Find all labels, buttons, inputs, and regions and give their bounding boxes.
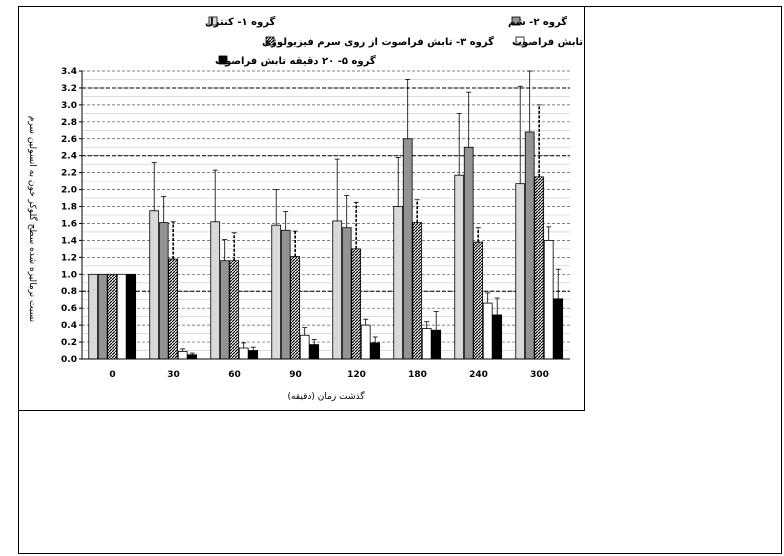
legend-label: گروه ۳- تابش فراصوت از روی سرم فیزیولوژی [262,35,494,48]
chart-container: 0.0 0.2 0.4 0.6 0.8 1.0 1.2 1.4 1.6 1.8 2.0 2.2 2.4 2… [19,7,585,411]
bar [219,260,230,360]
bar [341,227,352,360]
legend-label: گروه ٤- ١٠ دقیقه تابش فراصوت [512,35,585,48]
bar [88,273,99,360]
y-tick-label: 0.2 [61,338,77,348]
legend-swatch [208,16,218,26]
bar [290,256,301,360]
bar [126,273,137,360]
bar [421,328,432,360]
x-axis-title: گذشت زمان (دقیقه) [287,390,365,402]
x-tick-label: 90 [289,370,302,380]
x-tick-label: 180 [408,370,427,380]
bar [351,248,362,360]
bar [473,241,484,360]
x-tick-label: 0 [109,370,115,380]
y-tick-label: 2.4 [61,152,77,162]
bar [271,224,282,360]
y-tick-label: 1.2 [61,253,77,263]
bar [187,354,198,360]
y-tick-label: 2.2 [61,169,77,179]
y-tick-label: 3.2 [61,84,77,94]
bar [534,176,545,360]
bar [431,329,442,360]
bar [280,229,291,360]
legend-swatch [265,36,275,46]
y-tick-label: 0.4 [61,321,77,331]
y-tick-label: 3.0 [61,101,77,111]
legend-label: گروه ۵- ٢٠ دقیقه تابش فراصوت [215,54,376,67]
bar [524,131,535,360]
bar [515,183,526,360]
bar [393,206,404,360]
bar [248,350,259,360]
bar [543,240,554,360]
legend-label: گروه ۱- کنترل [205,15,275,28]
y-tick-label: 2.8 [61,118,77,128]
bar [149,210,160,360]
x-tick-label: 240 [469,370,488,380]
bar [360,324,371,360]
legend-label: گروه ۲- شم [508,15,567,28]
y-tick-label: 0.6 [61,304,77,314]
bar [463,146,474,360]
bar [229,260,240,360]
legend: گروه ۱- کنترل گروه ۲- شم گروه ۳- تابش فراص… [205,15,585,67]
bar [299,334,310,360]
y-tick-label: 2.6 [61,135,77,145]
y-tick-label: 1.6 [61,219,77,229]
y-tick-label: 1.8 [61,203,77,213]
bar [210,221,221,360]
bar [97,273,108,360]
bar-chart: 0.0 0.2 0.4 0.6 0.8 1.0 1.2 1.4 1.6 1.8 2.0 2.2 2.4 2… [27,15,585,402]
bar [492,314,503,360]
legend-swatch [515,36,525,46]
axes: 0.0 0.2 0.4 0.6 0.8 1.0 1.2 1.4 1.6 1.8 2.0 2.2 2.4 2… [61,67,570,380]
x-tick-label: 300 [530,370,549,380]
x-tick-label: 60 [228,370,241,380]
bar [454,174,465,360]
x-tick-label: 30 [167,370,180,380]
bar [238,347,249,360]
bar [332,220,343,360]
y-tick-label: 1.4 [61,236,77,246]
bar [116,273,127,360]
bar [553,298,564,360]
bar [158,222,169,360]
y-tick-label: 2.0 [61,186,77,196]
y-tick-label: 0.0 [61,355,77,365]
bar [482,302,493,360]
legend-swatch [511,16,521,26]
bar [412,222,423,360]
bar [402,138,413,360]
legend-swatch [218,55,228,65]
y-tick-label: 3.4 [61,67,77,77]
y-axis-title: نسبت نرمالیزه شده سطح گلوکز خون به انسول… [27,116,39,322]
bar [370,342,381,360]
y-tick-label: 1.0 [61,270,77,280]
page-frame: 0.0 0.2 0.4 0.6 0.8 1.0 1.2 1.4 1.6 1.8 2.0 2.2 2.4 2… [18,6,782,554]
bar [107,273,118,360]
bar [309,344,320,360]
bar [177,350,188,360]
x-tick-label: 120 [347,370,366,380]
y-tick-label: 0.8 [61,287,77,297]
bar [168,258,179,360]
